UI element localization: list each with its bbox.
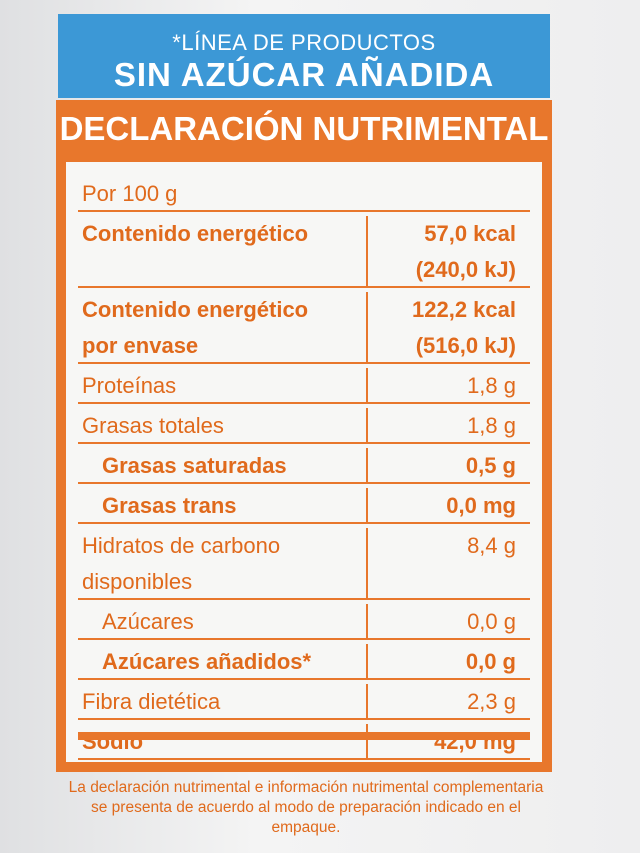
nutrient-label: Proteínas xyxy=(82,368,176,404)
footnote: La declaración nutrimental e información… xyxy=(68,779,544,836)
value-line: 1,8 g xyxy=(467,413,516,438)
label-line: Azúcares añadidos* xyxy=(102,649,312,674)
table-row: Por 100 g xyxy=(78,172,530,212)
nutrient-value: 122,2 kcal (516,0 kJ) xyxy=(366,292,524,362)
value-line: 0,5 g xyxy=(465,453,516,478)
table-row: Azúcares añadidos* 0,0 g xyxy=(78,640,530,680)
nutrient-value: 0,0 mg xyxy=(366,488,524,522)
table-row: Grasas trans 0,0 mg xyxy=(78,484,530,524)
label-line: Grasas saturadas xyxy=(102,453,287,478)
value-line: (516,0 kJ) xyxy=(415,333,516,358)
table-row: Contenido energético por envase 122,2 kcal… xyxy=(78,288,530,364)
nutrient-value: 2,3 g xyxy=(366,684,524,718)
table-row: Proteínas 1,8 g xyxy=(78,364,530,404)
label-line: Grasas trans xyxy=(102,493,237,518)
nutrient-label: Azúcares añadidos* xyxy=(102,644,311,680)
nutrient-value: 8,4 g xyxy=(366,528,524,598)
value-line: 0,0 g xyxy=(465,649,516,674)
label-line: disponibles xyxy=(82,569,193,594)
value-line: 57,0 kcal xyxy=(424,221,516,246)
nutrient-label: Contenido energético por envase xyxy=(82,292,308,364)
nutrient-label: Hidratos de carbono disponibles xyxy=(82,528,280,600)
table-row: Grasas totales 1,8 g xyxy=(78,404,530,444)
label-line: Hidratos de carbono xyxy=(82,533,281,558)
nutrient-label: Fibra dietética xyxy=(82,684,220,720)
banner-line: *LÍNEA DE PRODUCTOS xyxy=(172,30,436,55)
value-line: 0,0 mg xyxy=(446,493,516,518)
table-row: Hidratos de carbono disponibles 8,4 g xyxy=(78,524,530,600)
value-line: 2,3 g xyxy=(467,689,516,714)
nutrient-value: 0,0 g xyxy=(366,644,524,678)
table-row: Fibra dietética 2,3 g xyxy=(78,680,530,720)
table-row: Sodio 42,0 mg xyxy=(78,720,530,760)
label-line: por envase xyxy=(82,333,199,358)
label-line: Azúcares xyxy=(102,609,194,634)
value-line: 8,4 g xyxy=(467,533,516,558)
nutrient-value: 0,0 g xyxy=(366,604,524,638)
label-line: Proteínas xyxy=(82,373,177,398)
nutrient-value: 0,5 g xyxy=(366,448,524,482)
value-line: 122,2 kcal xyxy=(412,297,516,322)
nutrient-label: Grasas trans xyxy=(102,488,237,524)
table-row: Contenido energético 57,0 kcal (240,0 kJ) xyxy=(78,212,530,288)
nutrient-value: 42,0 mg xyxy=(366,724,524,758)
nutrition-box: DECLARACIÓN NUTRIMENTAL Por 100 g Conteni… xyxy=(56,100,552,772)
label-line: Contenido energético xyxy=(82,297,309,322)
label-line: Contenido energético xyxy=(82,221,309,246)
value-line: 1,8 g xyxy=(467,373,516,398)
nutrient-value: 1,8 g xyxy=(366,408,524,442)
nutrient-value: 1,8 g xyxy=(366,368,524,402)
nutrient-label: Contenido energético xyxy=(82,216,308,252)
label-line: Fibra dietética xyxy=(82,689,221,714)
nutrient-label: Grasas totales xyxy=(82,408,224,444)
title: DECLARACIÓN NUTRIMENTAL xyxy=(59,110,549,147)
value-line: 42,0 mg xyxy=(434,729,516,754)
label-line: Grasas totales xyxy=(82,413,224,438)
banner: *LÍNEA DE PRODUCTOS SIN AZÚCAR AÑADIDA xyxy=(58,14,550,98)
label-line: Por 100 g xyxy=(82,181,178,206)
value-line: 0,0 g xyxy=(467,609,516,634)
table-area: Por 100 g Contenido energético 57,0 kcal (2… xyxy=(66,162,542,762)
nutrition-table: Por 100 g Contenido energético 57,0 kcal (2… xyxy=(78,172,530,760)
label-line: Sodio xyxy=(82,729,144,754)
nutrient-label: Grasas saturadas xyxy=(102,448,287,484)
table-row: Grasas saturadas 0,5 g xyxy=(78,444,530,484)
nutrient-label: Sodio xyxy=(82,724,143,760)
nutrient-label: Azúcares xyxy=(102,604,194,640)
table-row: Azúcares 0,0 g xyxy=(78,600,530,640)
banner-heading: SIN AZÚCAR AÑADIDA xyxy=(113,56,495,93)
value-line: (240,0 kJ) xyxy=(415,257,516,282)
nutrient-value: 57,0 kcal (240,0 kJ) xyxy=(366,216,524,286)
nutrient-label: Por 100 g xyxy=(82,176,177,212)
bottom-bar xyxy=(78,732,530,740)
